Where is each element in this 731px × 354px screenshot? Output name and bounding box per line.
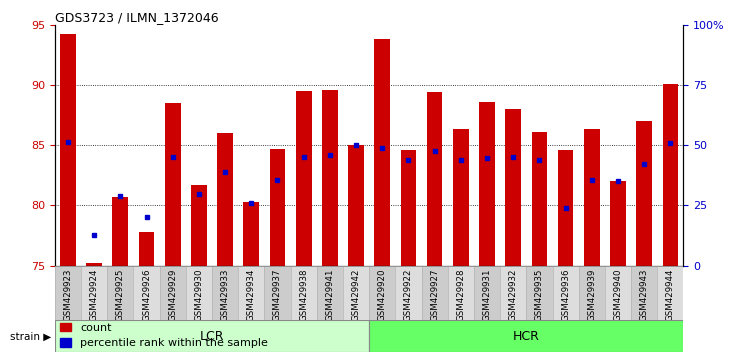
Bar bbox=[453, 130, 469, 266]
Bar bbox=[186, 266, 212, 320]
Text: strain ▶: strain ▶ bbox=[10, 331, 51, 341]
Bar bbox=[348, 145, 364, 266]
Bar bbox=[531, 132, 548, 266]
Bar bbox=[553, 266, 579, 320]
Bar bbox=[113, 197, 128, 266]
Bar bbox=[212, 266, 238, 320]
Text: GSM429936: GSM429936 bbox=[561, 268, 570, 321]
Text: GSM429926: GSM429926 bbox=[142, 268, 151, 321]
Text: LCR: LCR bbox=[200, 330, 224, 343]
Bar bbox=[447, 266, 474, 320]
Bar bbox=[133, 266, 159, 320]
Text: GSM429922: GSM429922 bbox=[404, 268, 413, 321]
Bar bbox=[159, 266, 186, 320]
Bar bbox=[81, 266, 107, 320]
Text: GSM429923: GSM429923 bbox=[64, 268, 72, 321]
Text: HCR: HCR bbox=[513, 330, 539, 343]
Text: GSM429931: GSM429931 bbox=[482, 268, 491, 321]
Bar bbox=[217, 133, 233, 266]
Bar bbox=[662, 84, 678, 266]
Bar bbox=[401, 150, 416, 266]
Bar bbox=[636, 121, 652, 266]
Bar bbox=[317, 266, 343, 320]
Bar bbox=[505, 109, 521, 266]
Text: GSM429929: GSM429929 bbox=[168, 268, 177, 321]
Bar bbox=[296, 91, 311, 266]
Legend: count, percentile rank within the sample: count, percentile rank within the sample bbox=[61, 322, 268, 348]
Bar bbox=[86, 263, 102, 266]
Text: GSM429935: GSM429935 bbox=[535, 268, 544, 321]
Text: GSM429938: GSM429938 bbox=[299, 268, 308, 321]
Bar bbox=[139, 232, 154, 266]
Bar bbox=[243, 202, 259, 266]
Bar bbox=[579, 266, 605, 320]
Bar bbox=[558, 150, 573, 266]
Bar bbox=[191, 185, 207, 266]
Bar bbox=[290, 266, 317, 320]
Bar bbox=[164, 103, 181, 266]
Text: GSM429943: GSM429943 bbox=[640, 268, 648, 321]
Text: GSM429942: GSM429942 bbox=[352, 268, 360, 321]
Bar bbox=[238, 266, 265, 320]
Bar bbox=[500, 266, 526, 320]
Bar bbox=[374, 39, 390, 266]
Bar bbox=[322, 90, 338, 266]
Bar bbox=[480, 102, 495, 266]
Bar bbox=[60, 34, 76, 266]
Bar bbox=[657, 266, 683, 320]
Text: GSM429934: GSM429934 bbox=[247, 268, 256, 321]
Bar bbox=[474, 266, 500, 320]
Text: GSM429941: GSM429941 bbox=[325, 268, 334, 321]
Bar bbox=[55, 320, 369, 352]
Bar bbox=[107, 266, 133, 320]
Bar bbox=[55, 266, 81, 320]
Text: GSM429944: GSM429944 bbox=[666, 268, 675, 321]
Bar bbox=[395, 266, 422, 320]
Text: GSM429932: GSM429932 bbox=[509, 268, 518, 321]
Bar bbox=[584, 130, 599, 266]
Bar bbox=[610, 181, 626, 266]
Text: GSM429928: GSM429928 bbox=[456, 268, 466, 321]
Text: GSM429940: GSM429940 bbox=[613, 268, 623, 321]
Bar bbox=[526, 266, 553, 320]
Bar bbox=[265, 266, 290, 320]
Text: GDS3723 / ILMN_1372046: GDS3723 / ILMN_1372046 bbox=[55, 11, 219, 24]
Bar bbox=[343, 266, 369, 320]
Text: GSM429925: GSM429925 bbox=[115, 268, 125, 321]
Bar bbox=[605, 266, 631, 320]
Bar bbox=[369, 320, 683, 352]
Text: GSM429933: GSM429933 bbox=[221, 268, 230, 321]
Bar bbox=[270, 149, 285, 266]
Text: GSM429939: GSM429939 bbox=[587, 268, 596, 321]
Text: GSM429937: GSM429937 bbox=[273, 268, 282, 321]
Text: GSM429927: GSM429927 bbox=[430, 268, 439, 321]
Text: GSM429924: GSM429924 bbox=[90, 268, 99, 321]
Bar bbox=[422, 266, 447, 320]
Bar bbox=[631, 266, 657, 320]
Text: GSM429930: GSM429930 bbox=[194, 268, 203, 321]
Bar bbox=[369, 266, 395, 320]
Bar bbox=[427, 92, 442, 266]
Text: GSM429920: GSM429920 bbox=[378, 268, 387, 321]
